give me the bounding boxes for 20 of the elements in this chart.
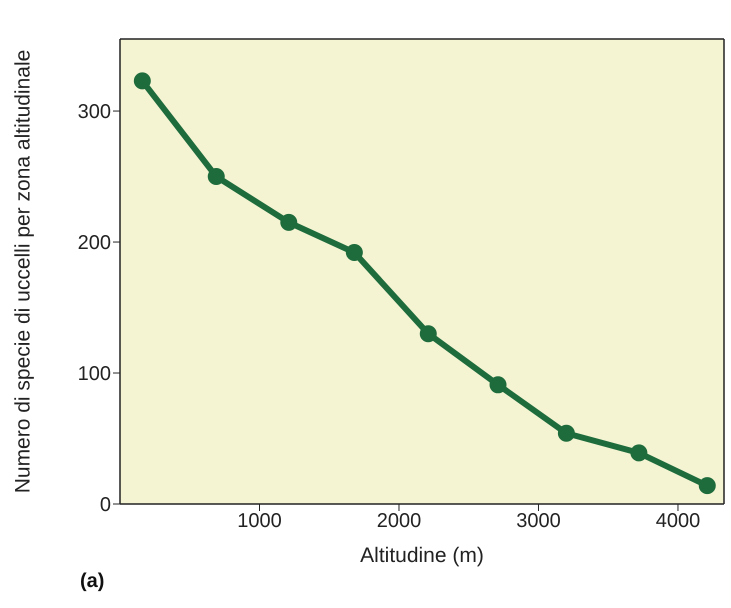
- point: [698, 477, 716, 494]
- point: [420, 325, 437, 342]
- point: [558, 424, 575, 442]
- point: [490, 376, 507, 394]
- text: (a): [80, 570, 104, 593]
- point: [208, 168, 225, 186]
- y-tick-label: 300: [78, 101, 111, 124]
- point: [280, 214, 298, 231]
- point: [630, 444, 648, 462]
- x-tick-label: 2000: [376, 510, 422, 532]
- y-tick-label: 0: [100, 494, 111, 516]
- y-tick-label: 100: [78, 363, 111, 386]
- y-tick-label: 200: [78, 232, 111, 254]
- point: [134, 72, 151, 90]
- point: [346, 244, 363, 262]
- x-tick-label: 4000: [656, 510, 700, 532]
- x-tick-label: 3000: [516, 510, 561, 532]
- y-axis-title: Numero di specie di uccelli per zona altitudinale: [11, 50, 34, 494]
- x-axis-title: Altitudine (m): [360, 544, 484, 567]
- x-tick-label: 1000: [237, 510, 282, 532]
